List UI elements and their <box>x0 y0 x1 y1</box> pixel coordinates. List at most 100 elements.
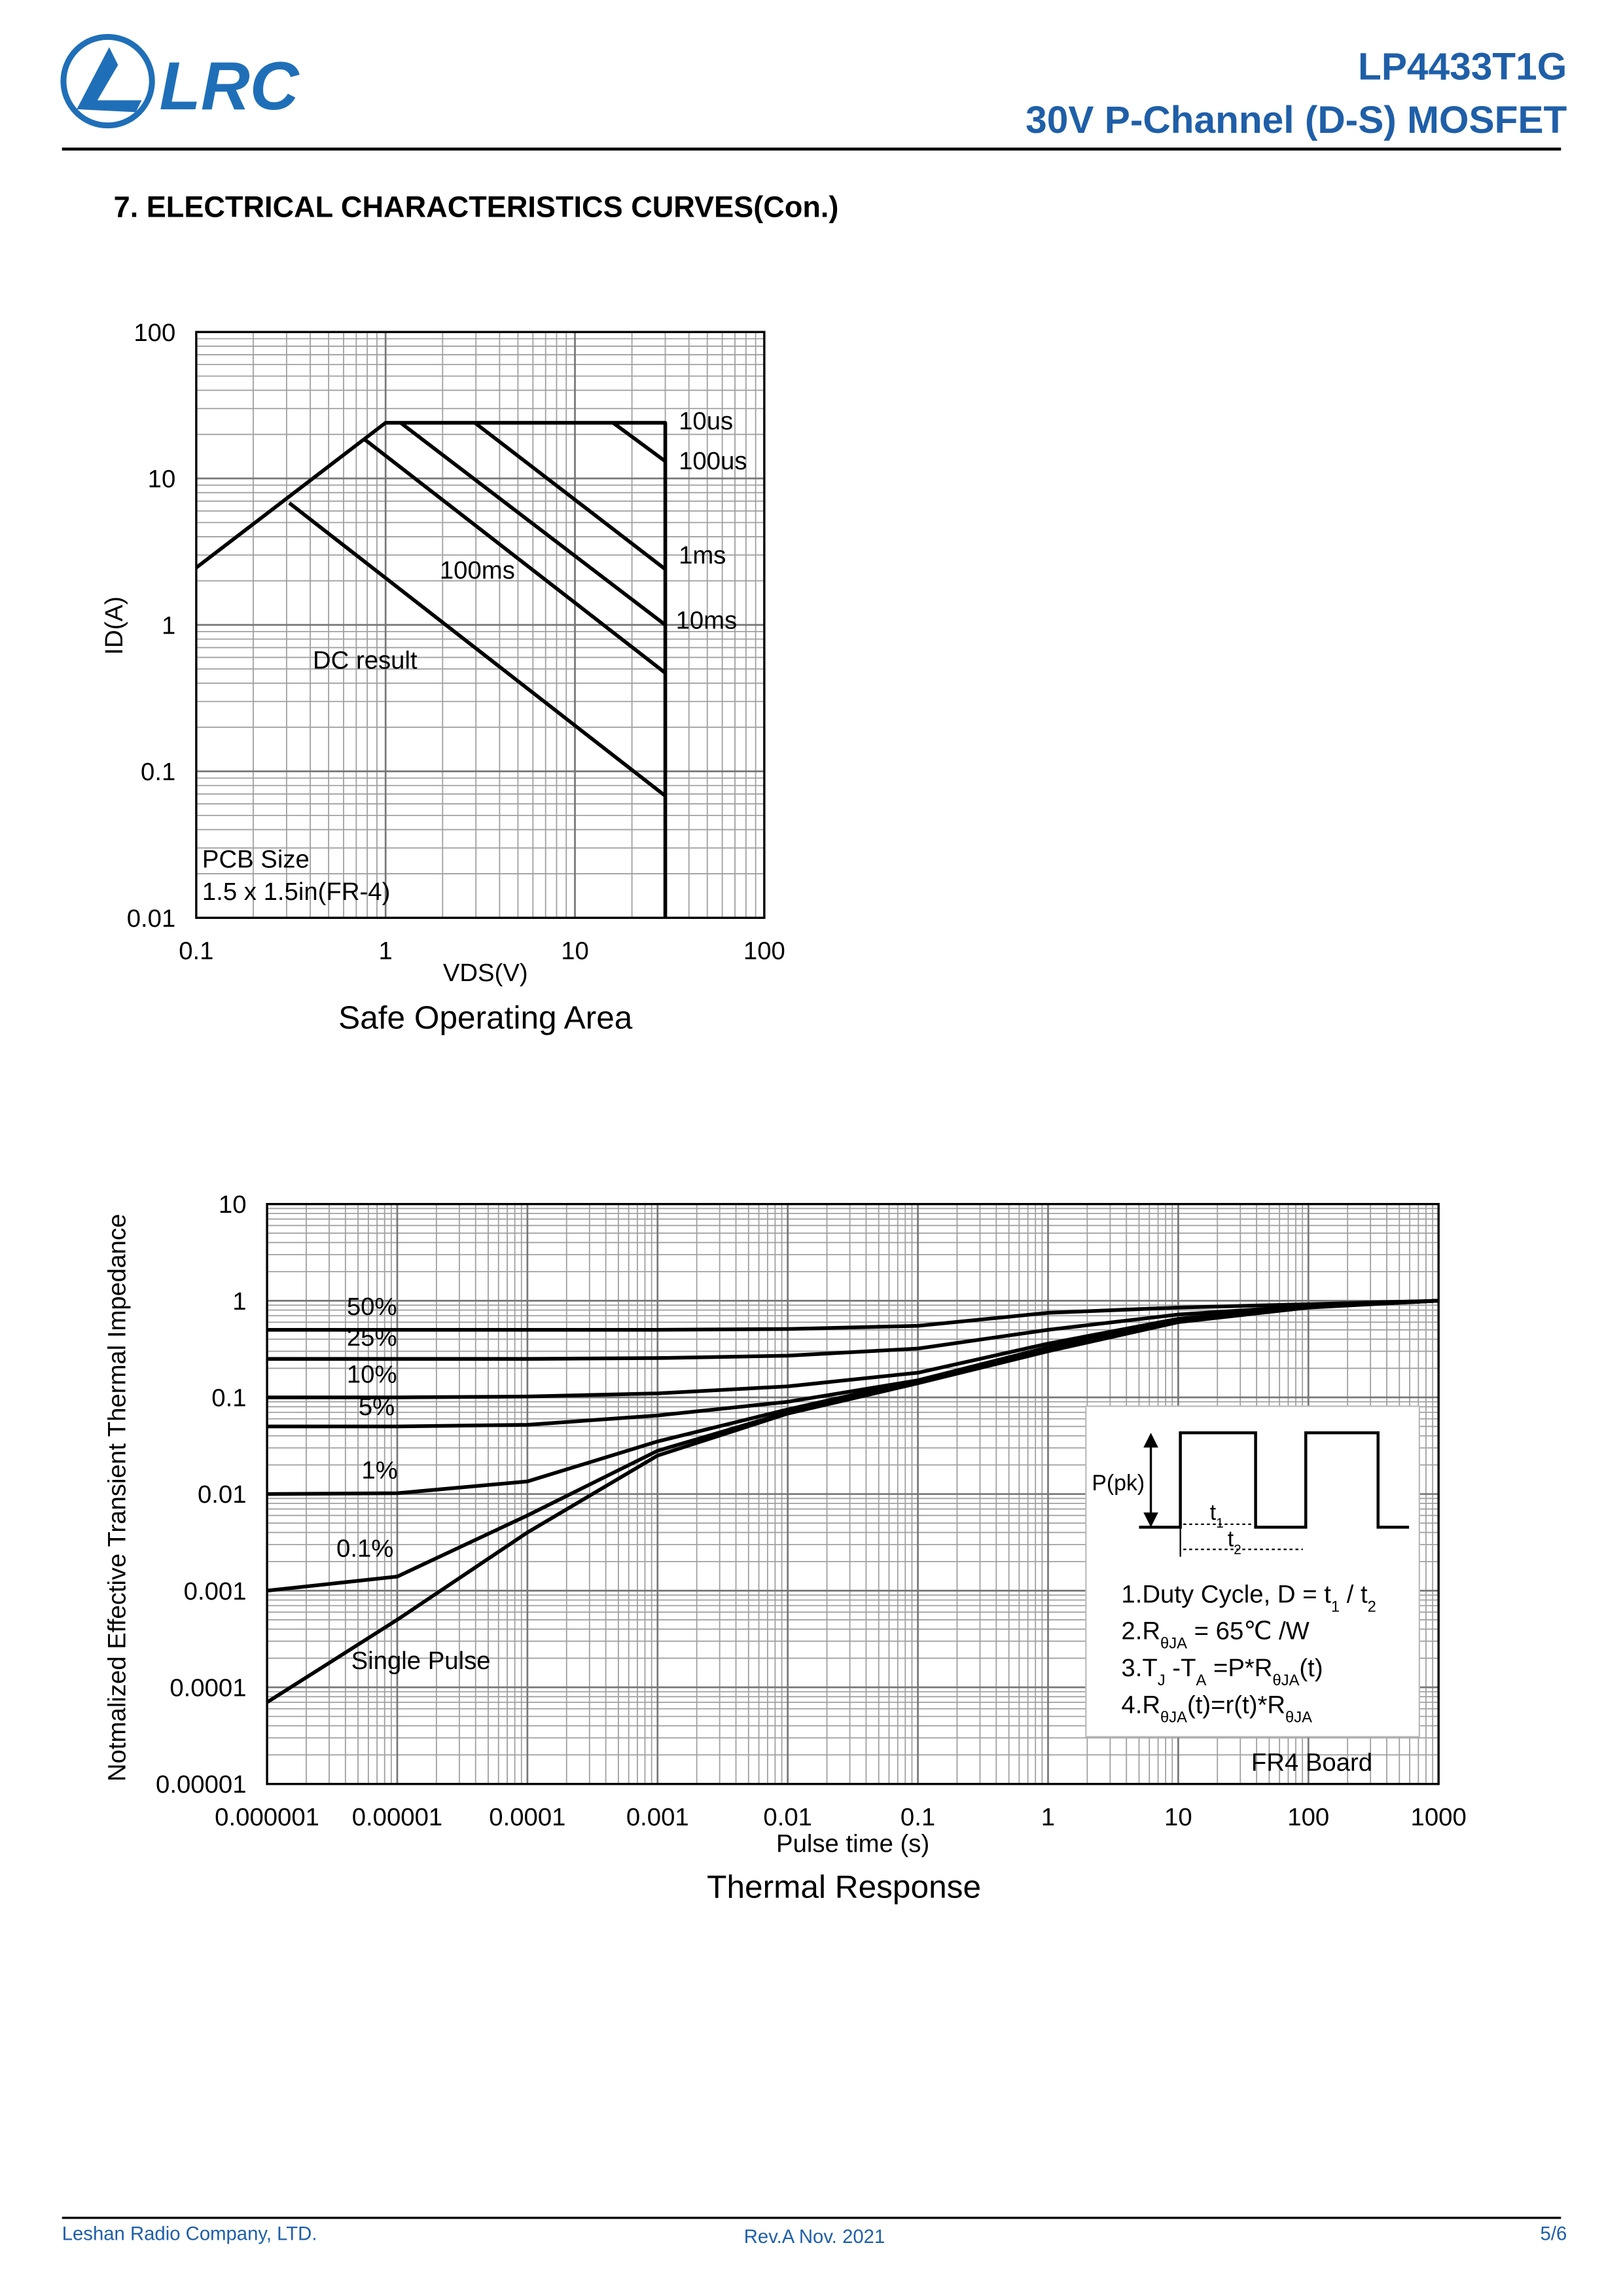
x-tick-label: 0.01 <box>763 1803 812 1831</box>
footer-revision: Rev.A Nov. 2021 <box>744 2226 885 2248</box>
inset-frame <box>1085 1405 1420 1738</box>
footer-page: 5/6 <box>1541 2223 1567 2244</box>
series-line <box>363 437 667 675</box>
subscript: 2 <box>1368 1598 1376 1615</box>
series-line <box>473 421 667 571</box>
section-title: 7. ELECTRICAL CHARACTERISTICS CURVES(Con… <box>114 190 839 223</box>
x-tick-label: 1 <box>1041 1803 1055 1831</box>
x-tick-label: 1000 <box>1411 1803 1467 1831</box>
y-tick-label: 1 <box>232 1287 246 1316</box>
series-label: 10ms <box>676 606 738 634</box>
series-label: 0.1% <box>336 1534 393 1562</box>
text-part: 1.Duty Cycle, D = t <box>1121 1580 1331 1608</box>
text-part: t <box>1210 1500 1217 1525</box>
y-tick-label: 0.01 <box>127 905 176 933</box>
t2-label: t2 <box>1228 1527 1241 1557</box>
x-tick-label: 0.00001 <box>352 1803 443 1831</box>
subscript: 1 <box>1331 1598 1340 1615</box>
x-tick-label: 0.0001 <box>489 1803 565 1831</box>
y-tick-label: 0.001 <box>184 1577 247 1605</box>
x-tick-label: 100 <box>1287 1803 1329 1831</box>
x-tick-label: 10 <box>561 937 589 965</box>
logo-ring <box>60 33 155 129</box>
y-tick-label: 10 <box>148 465 176 493</box>
text-part: = 65℃ /W <box>1187 1617 1310 1645</box>
series-line <box>267 1299 1439 1361</box>
text-part: 3.T <box>1121 1654 1157 1682</box>
y-tick-label: 1 <box>162 611 175 639</box>
x-axis-label: Pulse time (s) <box>776 1829 929 1857</box>
x-tick-label: 0.001 <box>626 1803 689 1831</box>
text-part: -T <box>1166 1654 1196 1682</box>
series-label: 5% <box>359 1393 395 1421</box>
inset-note: 1.Duty Cycle, D = t1 / t2 <box>1121 1580 1376 1615</box>
footer-company: Leshan Radio Company, LTD. <box>62 2223 317 2244</box>
series-line <box>195 421 668 918</box>
subscript: J <box>1158 1672 1166 1689</box>
series-line <box>612 421 667 463</box>
t1-label: t1 <box>1210 1500 1224 1531</box>
subscript: θJA <box>1272 1672 1299 1689</box>
subscript: 2 <box>1234 1542 1241 1557</box>
series-label: 100us <box>679 447 747 475</box>
x-tick-label: 0.1 <box>901 1803 935 1831</box>
series-line <box>399 421 667 627</box>
annotation: FR4 Board <box>1251 1748 1372 1776</box>
y-tick-label: 0.00001 <box>156 1770 246 1799</box>
logo-text: LRC <box>160 48 300 124</box>
series-label: 1ms <box>679 541 726 569</box>
subscript: 1 <box>1216 1516 1224 1531</box>
y-tick-label: 10 <box>219 1191 247 1219</box>
inset-note: 2.RθJA = 65℃ /W <box>1121 1617 1310 1653</box>
y-tick-label: 100 <box>134 319 175 347</box>
plot-frame <box>195 331 766 919</box>
series-line <box>288 501 667 798</box>
series-label: 50% <box>347 1293 397 1321</box>
x-tick-label: 0.1 <box>179 937 213 965</box>
subscript: θJA <box>1160 1708 1187 1726</box>
series-label: Single Pulse <box>351 1647 491 1675</box>
part-number: LP4433T1G <box>1358 46 1567 88</box>
subscript: θJA <box>1160 1634 1187 1652</box>
series-label: 25% <box>347 1323 397 1352</box>
text-part: t <box>1228 1527 1234 1552</box>
logo: LRC <box>60 33 300 129</box>
series-line <box>267 1299 1439 1332</box>
series-line <box>266 1299 1439 1704</box>
y-tick-label: 0.0001 <box>169 1674 246 1702</box>
y-tick-label: 0.1 <box>211 1384 246 1412</box>
annotation: PCB Size <box>202 846 310 874</box>
annotation: 1.5 x 1.5in(FR-4) <box>202 878 390 906</box>
pulse-waveform <box>1139 1431 1410 1529</box>
subscript: A <box>1196 1672 1206 1689</box>
text-part: / t <box>1340 1580 1368 1608</box>
x-tick-label: 0.000001 <box>215 1803 319 1831</box>
x-tick-label: 100 <box>743 937 785 965</box>
y-axis-label: ID(A) <box>100 596 128 655</box>
x-tick-label: 1 <box>379 937 393 965</box>
text-part: 4.R <box>1121 1691 1160 1719</box>
pulse-label: P(pk) <box>1092 1471 1145 1496</box>
y-tick-label: 0.01 <box>198 1480 247 1509</box>
logo-mark <box>77 47 142 113</box>
series-label: DC result <box>313 646 418 674</box>
text-part: 2.R <box>1121 1617 1160 1645</box>
subscript: θJA <box>1285 1708 1312 1726</box>
series-label: 10% <box>347 1360 397 1388</box>
series-label: 1% <box>361 1456 397 1484</box>
series-label: 100ms <box>440 556 515 584</box>
text-part: =P*R <box>1206 1654 1272 1682</box>
inset-note: 4.RθJA(t)=r(t)*RθJA <box>1121 1691 1312 1726</box>
text-part: (t)=r(t)*R <box>1187 1691 1285 1719</box>
inset-note: 3.TJ -TA =P*RθJA(t) <box>1121 1654 1323 1689</box>
y-tick-label: 0.1 <box>141 758 175 786</box>
y-axis-label: Notmalized Effective Transient Thermal I… <box>103 1214 132 1782</box>
chart-caption: Safe Operating Area <box>338 999 633 1035</box>
part-description: 30V P-Channel (D-S) MOSFET <box>1026 99 1567 141</box>
text-part: (t) <box>1299 1654 1323 1682</box>
x-axis-label: VDS(V) <box>443 959 528 987</box>
